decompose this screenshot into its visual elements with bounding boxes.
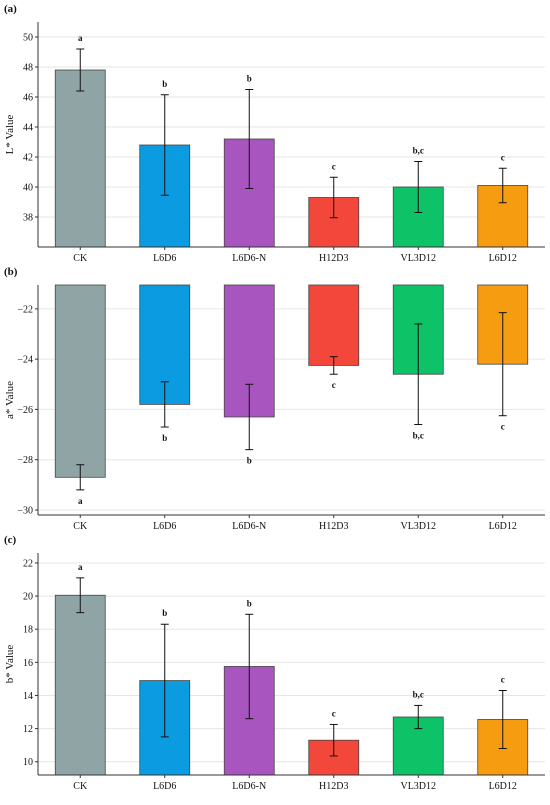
panel-label: (a) [4, 3, 17, 15]
y-tick-label: 12 [23, 724, 33, 735]
y-tick-label: 50 [23, 33, 33, 44]
y-tick-label: 44 [23, 123, 33, 134]
significance-label: b [247, 74, 252, 84]
bar-ck [54, 594, 106, 776]
significance-label: c [501, 152, 505, 162]
x-tick-label: L6D6-N [232, 781, 266, 792]
y-tick-label: 18 [23, 625, 33, 636]
x-tick-label: L6D6-N [232, 253, 266, 264]
significance-label: b [247, 456, 252, 466]
x-tick-label: H12D3 [319, 253, 348, 264]
significance-label: b [162, 608, 167, 618]
x-tick-label: CK [73, 521, 88, 532]
y-tick-label: −26 [17, 405, 33, 416]
y-tick-label: 42 [23, 153, 33, 164]
x-tick-label: L6D6 [153, 781, 176, 792]
x-tick-label: L6D12 [489, 781, 517, 792]
bar-h12d3 [308, 284, 360, 366]
bar-ck [54, 284, 106, 478]
significance-label: c [501, 422, 505, 432]
y-tick-label: −28 [17, 455, 33, 466]
chart-panel-2: a CK b L6D6 b L6D6-N c H12D3 b,c VL3D12 c L6D12 −30 −… [4, 266, 545, 532]
significance-label: c [332, 708, 336, 718]
x-tick-label: VL3D12 [400, 253, 436, 264]
y-tick-label: −24 [17, 355, 33, 366]
significance-label: c [332, 161, 336, 171]
x-tick-label: VL3D12 [400, 521, 436, 532]
y-tick-label: −30 [17, 505, 33, 516]
significance-label: b,c [413, 689, 424, 699]
bar-ck [54, 69, 106, 248]
y-tick-label: 22 [23, 558, 33, 569]
chart-panel-3: a CK b L6D6 b L6D6-N c H12D3 b,c VL3D12 c L6D12 10 12… [4, 534, 545, 792]
y-axis-label: b* Value [4, 645, 16, 684]
y-tick-label: 14 [23, 691, 33, 702]
y-tick-label: 40 [23, 183, 33, 194]
x-tick-label: L6D6 [153, 253, 176, 264]
panel-label: (c) [4, 534, 17, 546]
x-tick-label: CK [73, 253, 88, 264]
x-tick-label: H12D3 [319, 521, 348, 532]
significance-label: c [501, 675, 505, 685]
y-tick-label: 46 [23, 93, 33, 104]
chart-panel-1: a CK b L6D6 b L6D6-N c H12D3 b,c VL3D12 c L6D12 38 40… [4, 3, 545, 264]
significance-label: b [247, 598, 252, 608]
x-tick-label: L6D12 [489, 521, 517, 532]
x-tick-label: H12D3 [319, 781, 348, 792]
y-tick-label: 48 [23, 63, 33, 74]
significance-label: b,c [413, 431, 424, 441]
significance-label: b,c [413, 146, 424, 156]
y-tick-label: 20 [23, 592, 33, 603]
significance-label: a [78, 496, 83, 506]
x-tick-label: CK [73, 781, 88, 792]
y-tick-label: 10 [23, 757, 33, 768]
significance-label: b [162, 79, 167, 89]
x-tick-label: VL3D12 [400, 781, 436, 792]
x-tick-label: L6D6-N [232, 521, 266, 532]
significance-label: a [78, 33, 83, 43]
significance-label: c [332, 380, 336, 390]
significance-label: b [162, 433, 167, 443]
y-axis-label: L* Value [4, 114, 16, 154]
x-tick-label: L6D12 [489, 253, 517, 264]
y-tick-label: 16 [23, 658, 33, 669]
significance-label: a [78, 562, 83, 572]
x-tick-label: L6D6 [153, 521, 176, 532]
y-tick-label: 38 [23, 213, 33, 224]
panel-label: (b) [4, 266, 18, 278]
y-tick-label: −22 [17, 304, 33, 315]
y-axis-label: a* Value [4, 381, 16, 419]
